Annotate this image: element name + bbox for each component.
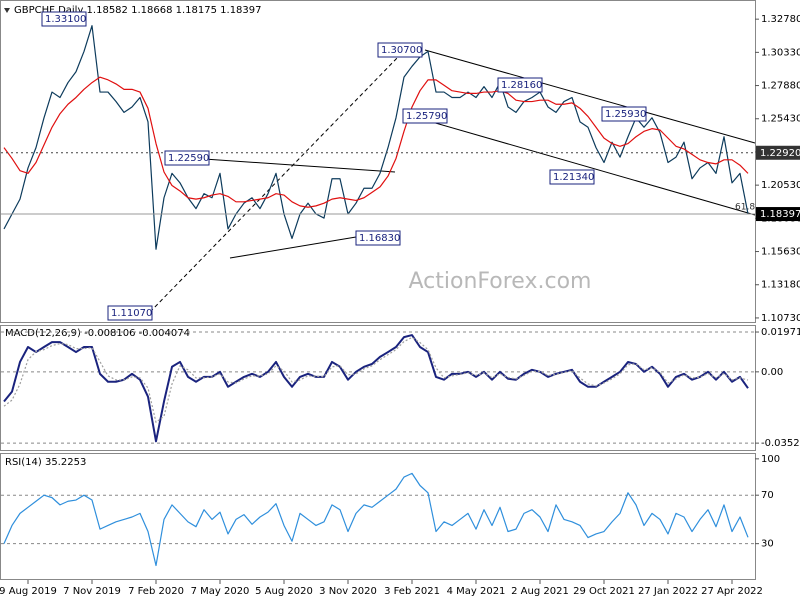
annotation: 1.25790 — [406, 111, 447, 122]
annotation-box — [164, 150, 210, 166]
x-tick-label: 27 Jan 2022 — [638, 586, 698, 597]
x-tick-label: 2 Aug 2021 — [511, 586, 569, 597]
annotation-box — [497, 77, 543, 93]
price-label: 1.18397 — [760, 209, 800, 220]
annotation-box — [107, 305, 153, 321]
x-tick-label: 7 May 2020 — [191, 586, 250, 597]
annotation: 1.21340 — [553, 172, 594, 183]
y-tick-label: 0.019718 — [761, 327, 800, 338]
annotation-box — [402, 108, 448, 124]
series-line — [3, 25, 749, 250]
y-tick-label: 1.10730 — [761, 313, 800, 324]
annotation-box — [377, 42, 423, 58]
x-tick-label: 3 Feb 2021 — [384, 586, 440, 597]
macd-panel-frame — [0, 325, 756, 451]
series-line — [3, 76, 749, 208]
annotation: 1.11070 — [111, 308, 152, 319]
y-tick-label: 1.30330 — [761, 47, 800, 58]
annotation: 1.16830 — [359, 233, 400, 244]
y-tick-label: 0.00 — [761, 367, 783, 378]
y-tick-label: 1.13180 — [761, 280, 800, 291]
annotation: 1.30700 — [381, 45, 422, 56]
annotation-box — [41, 11, 87, 27]
price-label-box — [756, 145, 800, 160]
x-tick-label: 7 Nov 2019 — [63, 586, 121, 597]
x-tick-label: 7 Feb 2020 — [128, 586, 184, 597]
annotation-box — [355, 230, 401, 246]
macd-title: MACD(12,26,9) -0.008106 -0.004074 — [5, 328, 190, 339]
y-tick-label: 1.20530 — [761, 180, 800, 191]
icon-triangle — [4, 8, 10, 13]
x-tick-label: 9 Aug 2019 — [0, 586, 57, 597]
symbol-icon — [4, 8, 10, 13]
y-tick-label: 1.27880 — [761, 81, 800, 92]
annotation: 1.22590 — [168, 153, 209, 164]
annotation: 1.25930 — [605, 109, 646, 120]
trend-lines — [149, 49, 756, 313]
triangle-upper — [174, 156, 396, 173]
x-tick-label: 27 Apr 2022 — [701, 586, 763, 597]
y-tick-label: -0.035295 — [761, 438, 800, 449]
annotation: 1.33100 — [45, 14, 86, 25]
channel-upper — [424, 49, 756, 144]
price-title: GBPCHF,Daily 1.18582 1.18668 1.18175 1.1… — [14, 5, 262, 16]
x-tick-label: 5 Aug 2020 — [255, 586, 313, 597]
x-tick-label: 3 Nov 2020 — [319, 586, 377, 597]
y-tick-label: 30 — [761, 539, 774, 550]
series-line — [3, 334, 749, 443]
channel-lower — [424, 119, 756, 216]
triangle-lower — [229, 232, 381, 259]
x-tick-label: 4 May 2021 — [447, 586, 506, 597]
y-tick-label: 100 — [761, 454, 780, 465]
y-tick-label: 1.25430 — [761, 114, 800, 125]
frame — [0, 0, 756, 580]
x-tick-label: 29 Oct 2021 — [573, 586, 635, 597]
price-label-box — [756, 207, 800, 222]
rsi-title: RSI(14) 35.2253 — [5, 457, 86, 468]
annotation: 61.8 — [735, 203, 755, 213]
rsi-panel-frame — [0, 453, 756, 580]
y-tick-label: 1.15630 — [761, 247, 800, 258]
series-line — [3, 472, 749, 567]
price-panel-frame — [0, 0, 756, 323]
watermark: ActionForex.com — [409, 269, 592, 294]
annotation-box — [549, 169, 595, 185]
annotation-box — [601, 106, 647, 122]
y-tick-label: 70 — [761, 490, 774, 501]
diagonal-dashed — [149, 54, 401, 313]
series-line — [3, 336, 749, 423]
price-label: 1.22920 — [760, 148, 800, 159]
annotation: 1.28160 — [501, 80, 542, 91]
y-tick-label: 1.32780 — [761, 14, 800, 25]
